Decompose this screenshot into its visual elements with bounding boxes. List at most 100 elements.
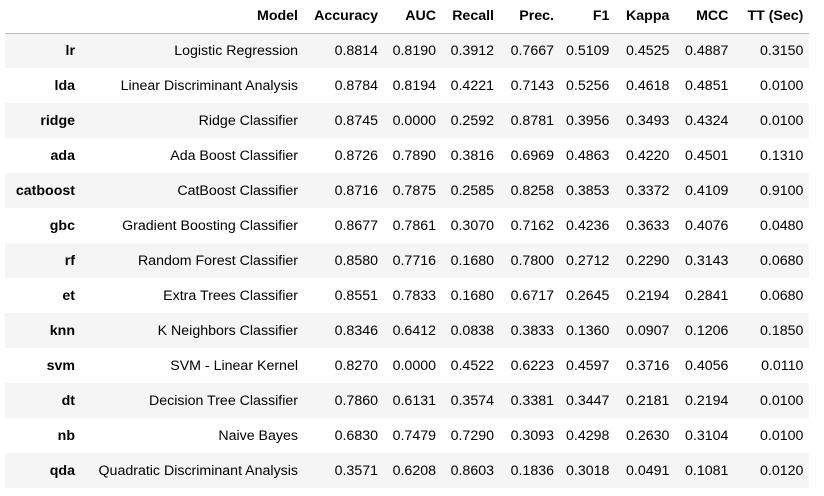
cell-precision: 0.3093 xyxy=(500,418,560,453)
row-index: svm xyxy=(5,348,81,383)
table-row: lr Logistic Regression 0.8814 0.8190 0.3… xyxy=(5,33,810,68)
header-mcc: MCC xyxy=(675,0,735,34)
cell-f1: 0.1360 xyxy=(560,313,616,348)
cell-kappa: 0.3372 xyxy=(615,173,676,208)
row-index: lda xyxy=(5,68,81,103)
cell-mcc: 0.3143 xyxy=(675,243,735,278)
row-index: qda xyxy=(5,453,81,488)
cell-kappa: 0.2290 xyxy=(615,243,676,278)
cell-kappa: 0.4220 xyxy=(615,138,676,173)
cell-recall: 0.3574 xyxy=(442,383,500,418)
cell-training-time: 0.0100 xyxy=(734,383,810,418)
cell-kappa: 0.0907 xyxy=(615,313,676,348)
cell-accuracy: 0.8814 xyxy=(304,33,384,68)
row-index: dt xyxy=(5,383,81,418)
row-index: et xyxy=(5,278,81,313)
cell-accuracy: 0.7860 xyxy=(304,383,384,418)
cell-auc: 0.6208 xyxy=(384,453,442,488)
cell-f1: 0.2645 xyxy=(560,278,616,313)
cell-model: Linear Discriminant Analysis xyxy=(81,68,304,103)
cell-kappa: 0.2194 xyxy=(615,278,676,313)
cell-model: K Neighbors Classifier xyxy=(81,313,304,348)
cell-accuracy: 0.6830 xyxy=(304,418,384,453)
table-row: ridge Ridge Classifier 0.8745 0.0000 0.2… xyxy=(5,103,810,138)
cell-model: Ada Boost Classifier xyxy=(81,138,304,173)
cell-kappa: 0.0491 xyxy=(615,453,676,488)
table-row: knn K Neighbors Classifier 0.8346 0.6412… xyxy=(5,313,810,348)
row-index: catboost xyxy=(5,173,81,208)
cell-accuracy: 0.8784 xyxy=(304,68,384,103)
cell-f1: 0.5109 xyxy=(560,33,616,68)
table-row: gbc Gradient Boosting Classifier 0.8677 … xyxy=(5,208,810,243)
cell-auc: 0.6412 xyxy=(384,313,442,348)
cell-mcc: 0.3104 xyxy=(675,418,735,453)
cell-training-time: 0.0480 xyxy=(734,208,810,243)
cell-model: SVM - Linear Kernel xyxy=(81,348,304,383)
cell-f1: 0.4597 xyxy=(560,348,616,383)
cell-accuracy: 0.8726 xyxy=(304,138,384,173)
cell-f1: 0.3853 xyxy=(560,173,616,208)
cell-accuracy: 0.8745 xyxy=(304,103,384,138)
cell-recall: 0.3816 xyxy=(442,138,500,173)
cell-training-time: 0.1850 xyxy=(734,313,810,348)
cell-kappa: 0.4525 xyxy=(615,33,676,68)
cell-f1: 0.5256 xyxy=(560,68,616,103)
row-index: nb xyxy=(5,418,81,453)
cell-training-time: 0.9100 xyxy=(734,173,810,208)
cell-auc: 0.0000 xyxy=(384,103,442,138)
cell-auc: 0.8190 xyxy=(384,33,442,68)
row-index: rf xyxy=(5,243,81,278)
cell-model: Extra Trees Classifier xyxy=(81,278,304,313)
cell-recall: 0.8603 xyxy=(442,453,500,488)
cell-training-time: 0.0680 xyxy=(734,243,810,278)
header-precision: Prec. xyxy=(500,0,560,34)
table-row: catboost CatBoost Classifier 0.8716 0.78… xyxy=(5,173,810,208)
table-row: lda Linear Discriminant Analysis 0.8784 … xyxy=(5,68,810,103)
cell-kappa: 0.4618 xyxy=(615,68,676,103)
cell-accuracy: 0.8716 xyxy=(304,173,384,208)
cell-precision: 0.6969 xyxy=(500,138,560,173)
table-row: svm SVM - Linear Kernel 0.8270 0.0000 0.… xyxy=(5,348,810,383)
cell-precision: 0.8258 xyxy=(500,173,560,208)
cell-accuracy: 0.8677 xyxy=(304,208,384,243)
cell-recall: 0.2592 xyxy=(442,103,500,138)
cell-auc: 0.7716 xyxy=(384,243,442,278)
cell-recall: 0.0838 xyxy=(442,313,500,348)
row-index: ridge xyxy=(5,103,81,138)
cell-kappa: 0.3633 xyxy=(615,208,676,243)
cell-precision: 0.6717 xyxy=(500,278,560,313)
cell-precision: 0.3381 xyxy=(500,383,560,418)
cell-model: Quadratic Discriminant Analysis xyxy=(81,453,304,488)
header-model: Model xyxy=(81,0,304,34)
cell-accuracy: 0.8270 xyxy=(304,348,384,383)
cell-model: Gradient Boosting Classifier xyxy=(81,208,304,243)
cell-auc: 0.7479 xyxy=(384,418,442,453)
cell-kappa: 0.2630 xyxy=(615,418,676,453)
cell-training-time: 0.0110 xyxy=(734,348,810,383)
cell-accuracy: 0.8346 xyxy=(304,313,384,348)
cell-kappa: 0.3493 xyxy=(615,103,676,138)
cell-accuracy: 0.8551 xyxy=(304,278,384,313)
cell-training-time: 0.0680 xyxy=(734,278,810,313)
header-index xyxy=(5,0,81,34)
cell-recall: 0.3070 xyxy=(442,208,500,243)
header-accuracy: Accuracy xyxy=(304,0,384,34)
cell-training-time: 0.3150 xyxy=(734,33,810,68)
cell-auc: 0.8194 xyxy=(384,68,442,103)
cell-auc: 0.6131 xyxy=(384,383,442,418)
cell-precision: 0.6223 xyxy=(500,348,560,383)
table-row: qda Quadratic Discriminant Analysis 0.35… xyxy=(5,453,810,488)
table-row: et Extra Trees Classifier 0.8551 0.7833 … xyxy=(5,278,810,313)
cell-mcc: 0.2194 xyxy=(675,383,735,418)
cell-model: Decision Tree Classifier xyxy=(81,383,304,418)
cell-precision: 0.7143 xyxy=(500,68,560,103)
row-index: gbc xyxy=(5,208,81,243)
cell-auc: 0.7833 xyxy=(384,278,442,313)
cell-recall: 0.2585 xyxy=(442,173,500,208)
cell-recall: 0.7290 xyxy=(442,418,500,453)
table-body: lr Logistic Regression 0.8814 0.8190 0.3… xyxy=(5,33,810,488)
cell-auc: 0.7890 xyxy=(384,138,442,173)
cell-f1: 0.3956 xyxy=(560,103,616,138)
cell-auc: 0.7875 xyxy=(384,173,442,208)
cell-precision: 0.7667 xyxy=(500,33,560,68)
